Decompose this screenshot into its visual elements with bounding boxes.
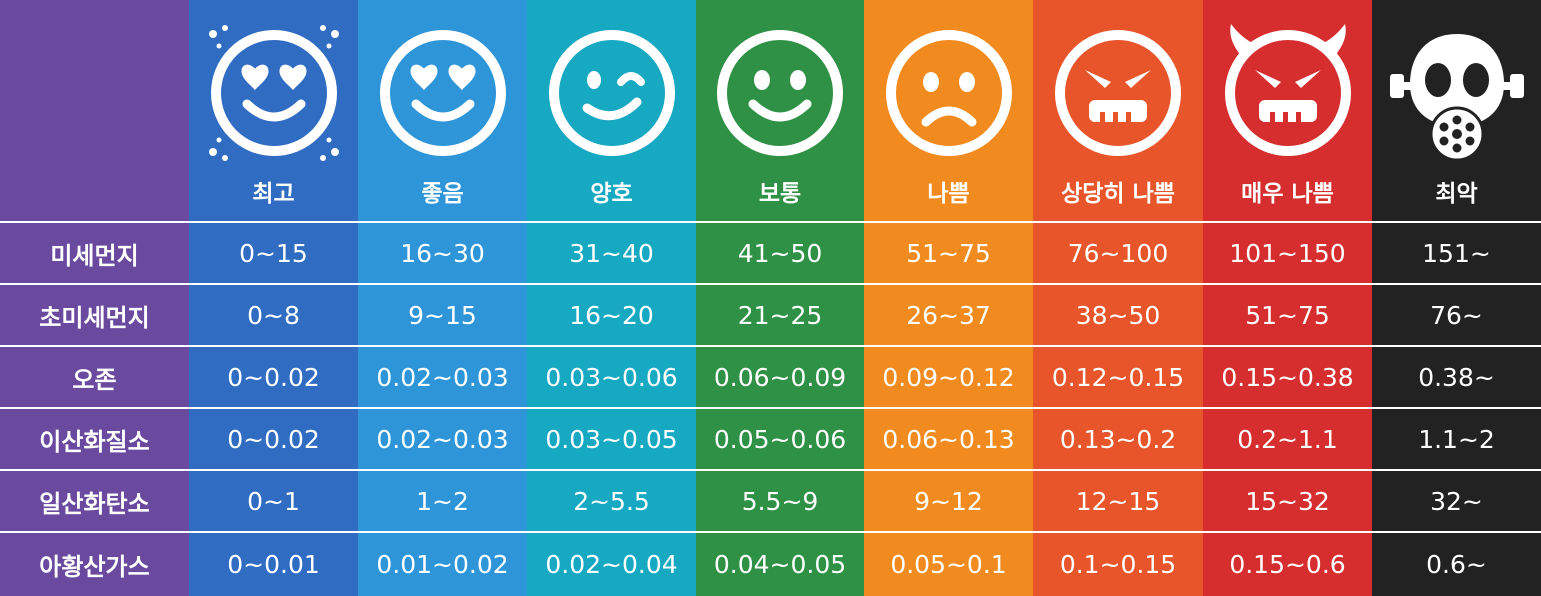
level-header: 최악 <box>1372 0 1541 222</box>
range-cell: 0.05~0.06 <box>696 408 864 470</box>
corner-cell <box>0 0 189 222</box>
range-cell: 32~ <box>1372 470 1541 532</box>
range-cell: 76~ <box>1372 284 1541 346</box>
range-cell: 0.02~0.03 <box>358 346 527 408</box>
devil-face-icon <box>1217 22 1359 164</box>
range-cell: 12~15 <box>1033 470 1203 532</box>
range-cell: 1.1~2 <box>1372 408 1541 470</box>
sad-face-icon <box>878 22 1020 164</box>
level-header: 보통 <box>696 0 864 222</box>
range-cell: 31~40 <box>527 222 696 284</box>
range-cell: 0.04~0.05 <box>696 532 864 596</box>
range-cell: 9~12 <box>864 470 1033 532</box>
range-cell: 26~37 <box>864 284 1033 346</box>
range-cell: 16~30 <box>358 222 527 284</box>
range-cell: 0~0.02 <box>189 346 358 408</box>
range-cell: 0.01~0.02 <box>358 532 527 596</box>
angry-face-icon <box>1047 22 1189 164</box>
range-cell: 0.06~0.13 <box>864 408 1033 470</box>
range-cell: 0.03~0.06 <box>527 346 696 408</box>
gas-mask-icon <box>1386 22 1528 164</box>
pollutant-name: 오존 <box>0 346 189 408</box>
range-cell: 151~ <box>1372 222 1541 284</box>
range-cell: 0.13~0.2 <box>1033 408 1203 470</box>
range-cell: 1~2 <box>358 470 527 532</box>
range-cell: 51~75 <box>1203 284 1372 346</box>
pollutant-name: 아황산가스 <box>0 532 189 596</box>
range-cell: 0.15~0.6 <box>1203 532 1372 596</box>
level-label: 매우 나쁨 <box>1241 181 1334 207</box>
range-cell: 0~8 <box>189 284 358 346</box>
range-cell: 0.02~0.04 <box>527 532 696 596</box>
level-header: 나쁨 <box>864 0 1033 222</box>
range-cell: 0~15 <box>189 222 358 284</box>
range-cell: 76~100 <box>1033 222 1203 284</box>
level-label: 양호 <box>590 181 633 207</box>
level-header: 양호 <box>527 0 696 222</box>
wink-face-icon <box>541 22 683 164</box>
range-cell: 21~25 <box>696 284 864 346</box>
level-label: 나쁨 <box>927 181 970 207</box>
range-cell: 51~75 <box>864 222 1033 284</box>
range-cell: 0.15~0.38 <box>1203 346 1372 408</box>
pollutant-name: 미세먼지 <box>0 222 189 284</box>
level-header: 최고 <box>189 0 358 222</box>
range-cell: 0.03~0.05 <box>527 408 696 470</box>
range-cell: 0.05~0.1 <box>864 532 1033 596</box>
pollutant-name: 일산화탄소 <box>0 470 189 532</box>
range-cell: 9~15 <box>358 284 527 346</box>
range-cell: 0.1~0.15 <box>1033 532 1203 596</box>
level-label: 좋음 <box>421 181 464 207</box>
range-cell: 0.38~ <box>1372 346 1541 408</box>
level-label: 최악 <box>1435 181 1478 207</box>
range-cell: 0.06~0.09 <box>696 346 864 408</box>
range-cell: 38~50 <box>1033 284 1203 346</box>
range-cell: 0.02~0.03 <box>358 408 527 470</box>
pollutant-name: 초미세먼지 <box>0 284 189 346</box>
range-cell: 0.09~0.12 <box>864 346 1033 408</box>
smile-face-icon <box>709 22 851 164</box>
range-cell: 15~32 <box>1203 470 1372 532</box>
level-header: 매우 나쁨 <box>1203 0 1372 222</box>
level-label: 상당히 나쁨 <box>1061 181 1175 207</box>
pollutant-name: 이산화질소 <box>0 408 189 470</box>
range-cell: 41~50 <box>696 222 864 284</box>
range-cell: 0~1 <box>189 470 358 532</box>
level-label: 보통 <box>758 181 802 207</box>
heart-eyes-icon <box>372 22 514 164</box>
range-cell: 0.2~1.1 <box>1203 408 1372 470</box>
range-cell: 0.6~ <box>1372 532 1541 596</box>
range-cell: 0~0.02 <box>189 408 358 470</box>
range-cell: 16~20 <box>527 284 696 346</box>
level-header: 좋음 <box>358 0 527 222</box>
heart-eyes-sparkle-icon <box>203 22 345 164</box>
range-cell: 2~5.5 <box>527 470 696 532</box>
level-header: 상당히 나쁨 <box>1033 0 1203 222</box>
range-cell: 0.12~0.15 <box>1033 346 1203 408</box>
level-label: 최고 <box>252 181 295 207</box>
range-cell: 101~150 <box>1203 222 1372 284</box>
range-cell: 5.5~9 <box>696 470 864 532</box>
range-cell: 0~0.01 <box>189 532 358 596</box>
